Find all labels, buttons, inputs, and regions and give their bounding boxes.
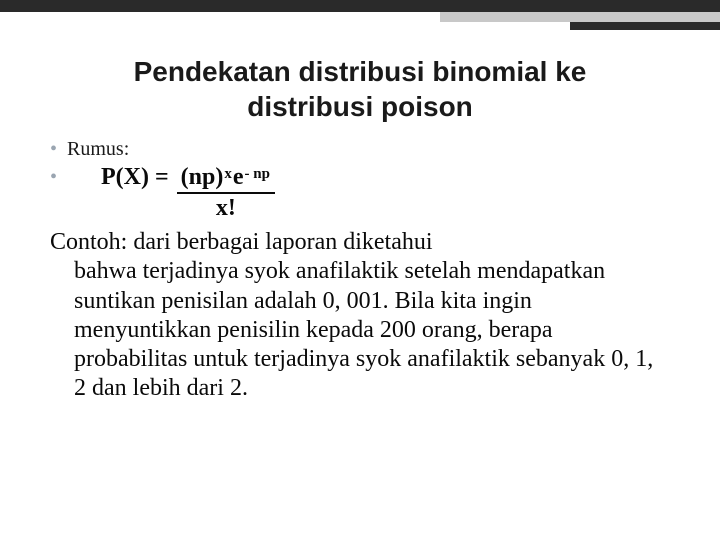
- title-line-2: distribusi poison: [247, 91, 473, 122]
- num-np: (np): [181, 164, 224, 191]
- title-line-1: Pendekatan distribusi binomial ke: [134, 56, 587, 87]
- num-exp-x: x: [224, 166, 232, 183]
- example-paragraph: Contoh: dari berbagai laporan diketahui …: [50, 228, 670, 404]
- rumus-label: Rumus:: [67, 136, 129, 162]
- num-exp-neg-np: - np: [245, 166, 270, 183]
- num-e: e: [233, 164, 244, 191]
- decorative-top-border: [0, 0, 720, 36]
- slide-title: Pendekatan distribusi binomial ke distri…: [50, 54, 670, 124]
- example-lead: Contoh: dari berbagai laporan diketahui: [50, 229, 433, 255]
- bullet-dot-icon: •: [50, 164, 57, 190]
- formula: P(X) = (np) x e - np x!: [101, 164, 275, 222]
- formula-numerator: (np) x e - np: [177, 164, 275, 194]
- example-body: bahwa terjadinya syok anafilaktik setela…: [50, 257, 670, 403]
- border-band-dark: [0, 0, 720, 12]
- formula-expression: P(X) = (np) x e - np x!: [101, 164, 275, 222]
- bullet-rumus: • Rumus:: [50, 136, 670, 162]
- slide-content: Pendekatan distribusi binomial ke distri…: [50, 54, 670, 404]
- formula-fraction: (np) x e - np x!: [177, 164, 275, 222]
- formula-denominator: x!: [216, 194, 236, 222]
- bullet-dot-icon: •: [50, 136, 57, 162]
- formula-lhs: P(X) =: [101, 164, 169, 191]
- bullet-formula: • P(X) = (np) x e - np x!: [50, 164, 670, 222]
- border-band-dark-short: [570, 22, 720, 30]
- border-band-gray: [440, 12, 720, 22]
